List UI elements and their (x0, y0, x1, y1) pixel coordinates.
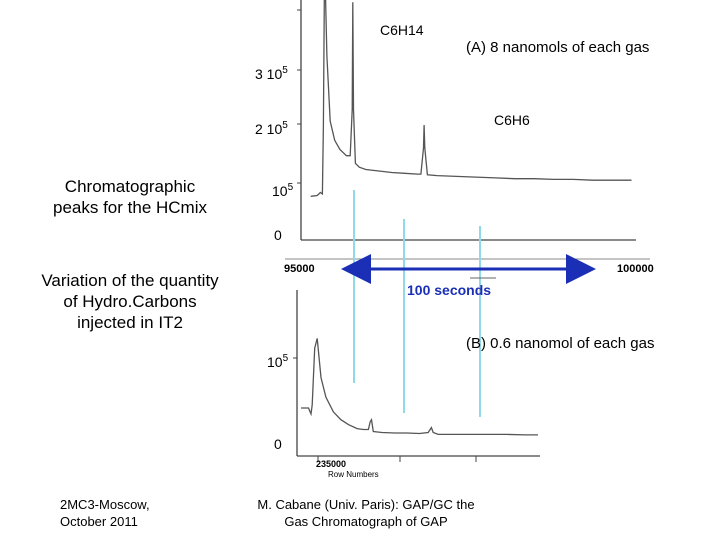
chart-a-x-tick-label: 100000 (617, 263, 654, 275)
chart-b-y-tick-label: 0 (274, 436, 282, 452)
chart-b-x-tick-label: 235000 (316, 459, 346, 469)
chart-a-title: (A) 8 nanomols of each gas (466, 39, 650, 56)
chart-a-series-line (310, 0, 632, 197)
peak-label-c6h6: C6H6 (494, 112, 530, 128)
chart-b-y-tick-label: 105 (267, 353, 289, 370)
chart-a-x-tick-label: 95000 (284, 263, 315, 275)
footer-left: 2MC3-Moscow, October 2011 (60, 497, 150, 529)
chart-b-x-axis-label: Row Numbers (328, 470, 379, 479)
chart-a-y-tick-label: 0 (274, 227, 282, 243)
chart-b (293, 290, 540, 462)
chart-b-series-line (301, 338, 538, 436)
chart-a-y-tick-label: 3 105 (255, 65, 288, 82)
chart-b-title: (B) 0.6 nanomol of each gas (466, 335, 655, 352)
chart-b-y-tick-labels: 105 0 (267, 353, 289, 452)
footer-center: M. Cabane (Univ. Paris): GAP/GC the Gas … (257, 497, 475, 529)
variation-caption: Variation of the quantity of Hydro.Carbo… (41, 271, 219, 332)
peak-label-c6h14: C6H14 (380, 22, 424, 38)
chart-a-y-tick-label: 105 (272, 182, 294, 199)
chart-a-y-tick-label: 2 105 (255, 120, 288, 137)
peaks-caption: Chromatographic peaks for the HCmix (53, 177, 207, 217)
scale-note: 100 seconds (407, 282, 492, 298)
chart-a-y-tick-labels: 3 105 2 105 105 0 (255, 65, 294, 243)
